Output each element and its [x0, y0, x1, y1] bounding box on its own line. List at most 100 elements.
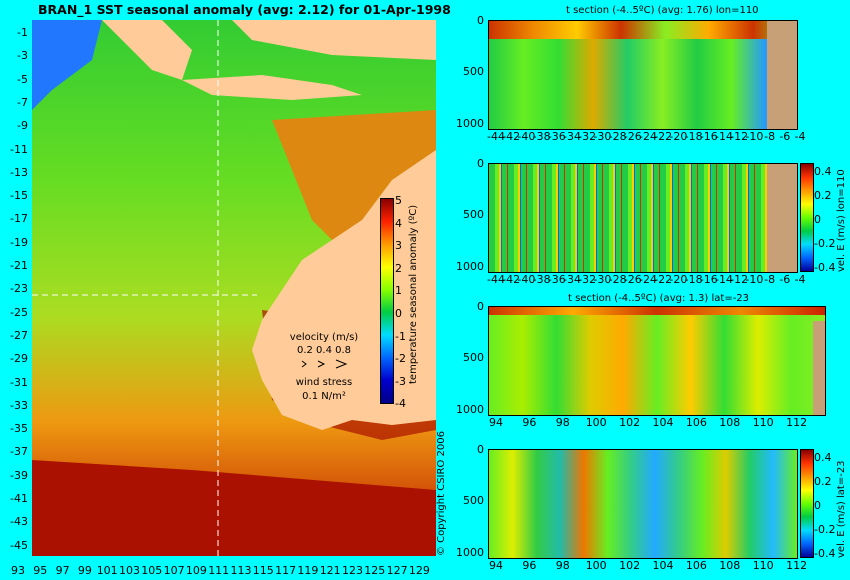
panel2-colorbar-tick-label: 0: [814, 213, 821, 226]
velocity-legend-title: velocity (m/s): [289, 332, 359, 343]
map-lat-tick-label: -1: [17, 26, 28, 39]
map-lon-tick-label: 117: [275, 564, 297, 577]
map-lon-tick-label: 105: [141, 564, 163, 577]
sst-anomaly-map: [32, 20, 436, 556]
sumatra-land: [102, 20, 192, 80]
panel4-colorbar-label: vel. E (m/s) lat=-23: [836, 460, 847, 558]
map-colorbar-tick-label: 5: [395, 194, 402, 207]
panel4-colorbar-tick-label: -0.2: [814, 523, 836, 536]
map-lat-tick-label: -25: [10, 305, 28, 319]
panel2-y-tick-label: 1000: [456, 259, 484, 273]
map-lon-tick-label: 119: [297, 564, 319, 577]
panel4-colorbar-tick-label: 0: [814, 499, 821, 512]
map-lat-tick-label: -27: [10, 328, 28, 342]
panel2-x-tick-label: -4: [794, 273, 806, 286]
panel1-x-tick-label: -28: [608, 130, 627, 143]
map-lon-tick-label: 115: [252, 564, 274, 577]
sst-map-svg: [32, 20, 436, 556]
map-colorbar-tick-label: 3: [395, 239, 402, 253]
map-title: BRAN_1 SST seasonal anomaly (avg: 2.12) …: [38, 2, 451, 17]
panel2-x-tick-label: -28: [608, 273, 627, 286]
panel3-x-tick-label: 102: [619, 416, 641, 429]
panel3-x-tick-label: 94: [489, 416, 503, 429]
panel4-colorbar: [800, 449, 814, 558]
panel1-x-tick-label: -38: [532, 130, 551, 143]
panel3-x-tick-label: 100: [585, 416, 607, 429]
panel1-x-tick-label: -8: [764, 130, 776, 143]
panel2-colorbar-label: vel. E (m/s) lon=110: [836, 169, 847, 272]
panel4-x-tick-label: 96: [522, 559, 537, 572]
map-colorbar-tick-label: -1: [395, 329, 406, 343]
map-lat-tick-label: -39: [10, 468, 28, 482]
panel1-x-tick-label: -30: [593, 130, 612, 143]
panel1-x-tick-label: -44: [487, 130, 505, 143]
map-colorbar-tick-label: 2: [395, 261, 402, 275]
panel3-x-tick-label: 108: [719, 416, 741, 429]
map-lon-tick-label: 99: [77, 564, 92, 577]
panel1-x-tick-label: -42: [502, 130, 521, 143]
map-colorbar-tick-label: -4: [395, 397, 406, 411]
velocity-legend-scale: 0.2 0.4 0.8: [296, 345, 352, 356]
panel3-x-tick-label: 110: [752, 416, 774, 429]
map-lon-tick-label: 101: [96, 564, 118, 577]
panel4-plot: [488, 449, 798, 559]
map-lon-tick-label: 127: [386, 564, 408, 577]
panel3-y-tick-label: 500: [463, 351, 484, 365]
panel2-x-tick-label: -38: [532, 273, 551, 286]
panel1-y-tick-label: 1000: [456, 116, 484, 130]
panel3-y-tick-label: 0: [477, 300, 484, 313]
panel4-x-tick-label: 108: [719, 559, 741, 572]
panel1-x-tick-label: -4: [794, 130, 806, 143]
cold-anomaly-patch: [32, 20, 102, 110]
panel2-x-tick-label: -26: [623, 273, 642, 286]
panel1-x-tick-label: -36: [547, 130, 566, 143]
panel3-title: t section (-4..5ºC) (avg: 1.3) lat=-23: [568, 293, 750, 304]
panel2-x-tick-label: -44: [487, 273, 505, 286]
copyright-notice: © Copyright CSIRO 2006: [436, 431, 447, 556]
map-lon-tick-label: 123: [342, 564, 363, 577]
map-lat-tick-label: -45: [10, 538, 28, 552]
panel2-x-tick-label: -8: [764, 273, 776, 286]
map-lat-tick-label: -37: [10, 445, 28, 459]
map-lon-tick-label: 95: [33, 564, 48, 577]
panel4-x-tick-label: 94: [489, 559, 503, 572]
panel2-x-tick-label: -20: [669, 273, 688, 286]
panel1-x-tick-label: -32: [578, 130, 597, 143]
panel2-colorbar: [800, 163, 814, 272]
wind-legend-scale: 0.1 N/m²: [302, 391, 346, 402]
map-lat-tick-label: -29: [10, 352, 28, 366]
panel4-y-tick-label: 0: [477, 443, 484, 456]
panel2-x-tick-label: -10: [745, 273, 764, 286]
panel3-x-tick-label: 104: [652, 416, 674, 429]
map-colorbar-tick-label: -2: [395, 352, 406, 366]
panel2-x-tick-label: -40: [517, 273, 536, 286]
panel4-x-tick-label: 106: [685, 559, 707, 572]
warm-anomaly-south: [32, 460, 436, 556]
map-lat-tick-label: -19: [10, 235, 28, 249]
panel2-x-tick-label: -24: [639, 273, 657, 286]
panel2-x-tick-label: -42: [502, 273, 521, 286]
panel4-colorbar-tick-label: 0.4: [814, 451, 832, 464]
panel2-x-tick-label: -12: [730, 273, 749, 286]
panel1-x-tick-label: -14: [715, 130, 733, 143]
panel1-x-tick-label: -6: [779, 130, 791, 143]
panel1-plot: [488, 20, 798, 130]
map-colorbar-tick-label: 1: [395, 284, 402, 298]
panel1-x-tick-label: -22: [654, 130, 673, 143]
panel3-land: [813, 321, 825, 415]
map-colorbar-tick-label: 4: [395, 216, 402, 230]
panel2-x-tick-label: -6: [779, 273, 791, 286]
velocity-legend-arrows: [288, 359, 360, 369]
panel1-x-tick-label: -40: [517, 130, 536, 143]
map-lon-tick-label: 121: [319, 564, 341, 577]
panel1-x-tick-label: -26: [623, 130, 642, 143]
map-lat-tick-label: -3: [17, 49, 28, 63]
map-colorbar: [380, 198, 394, 404]
map-lat-tick-label: -15: [10, 189, 28, 203]
map-lat-tick-label: -41: [10, 492, 28, 505]
panel2-x-tick-label: -30: [593, 273, 612, 286]
map-lat-tick-label: -13: [10, 165, 28, 179]
panel2-x-tick-label: -18: [684, 273, 703, 286]
map-lon-tick-label: 93: [11, 564, 25, 577]
panel4-x-tick-label: 102: [619, 559, 641, 572]
